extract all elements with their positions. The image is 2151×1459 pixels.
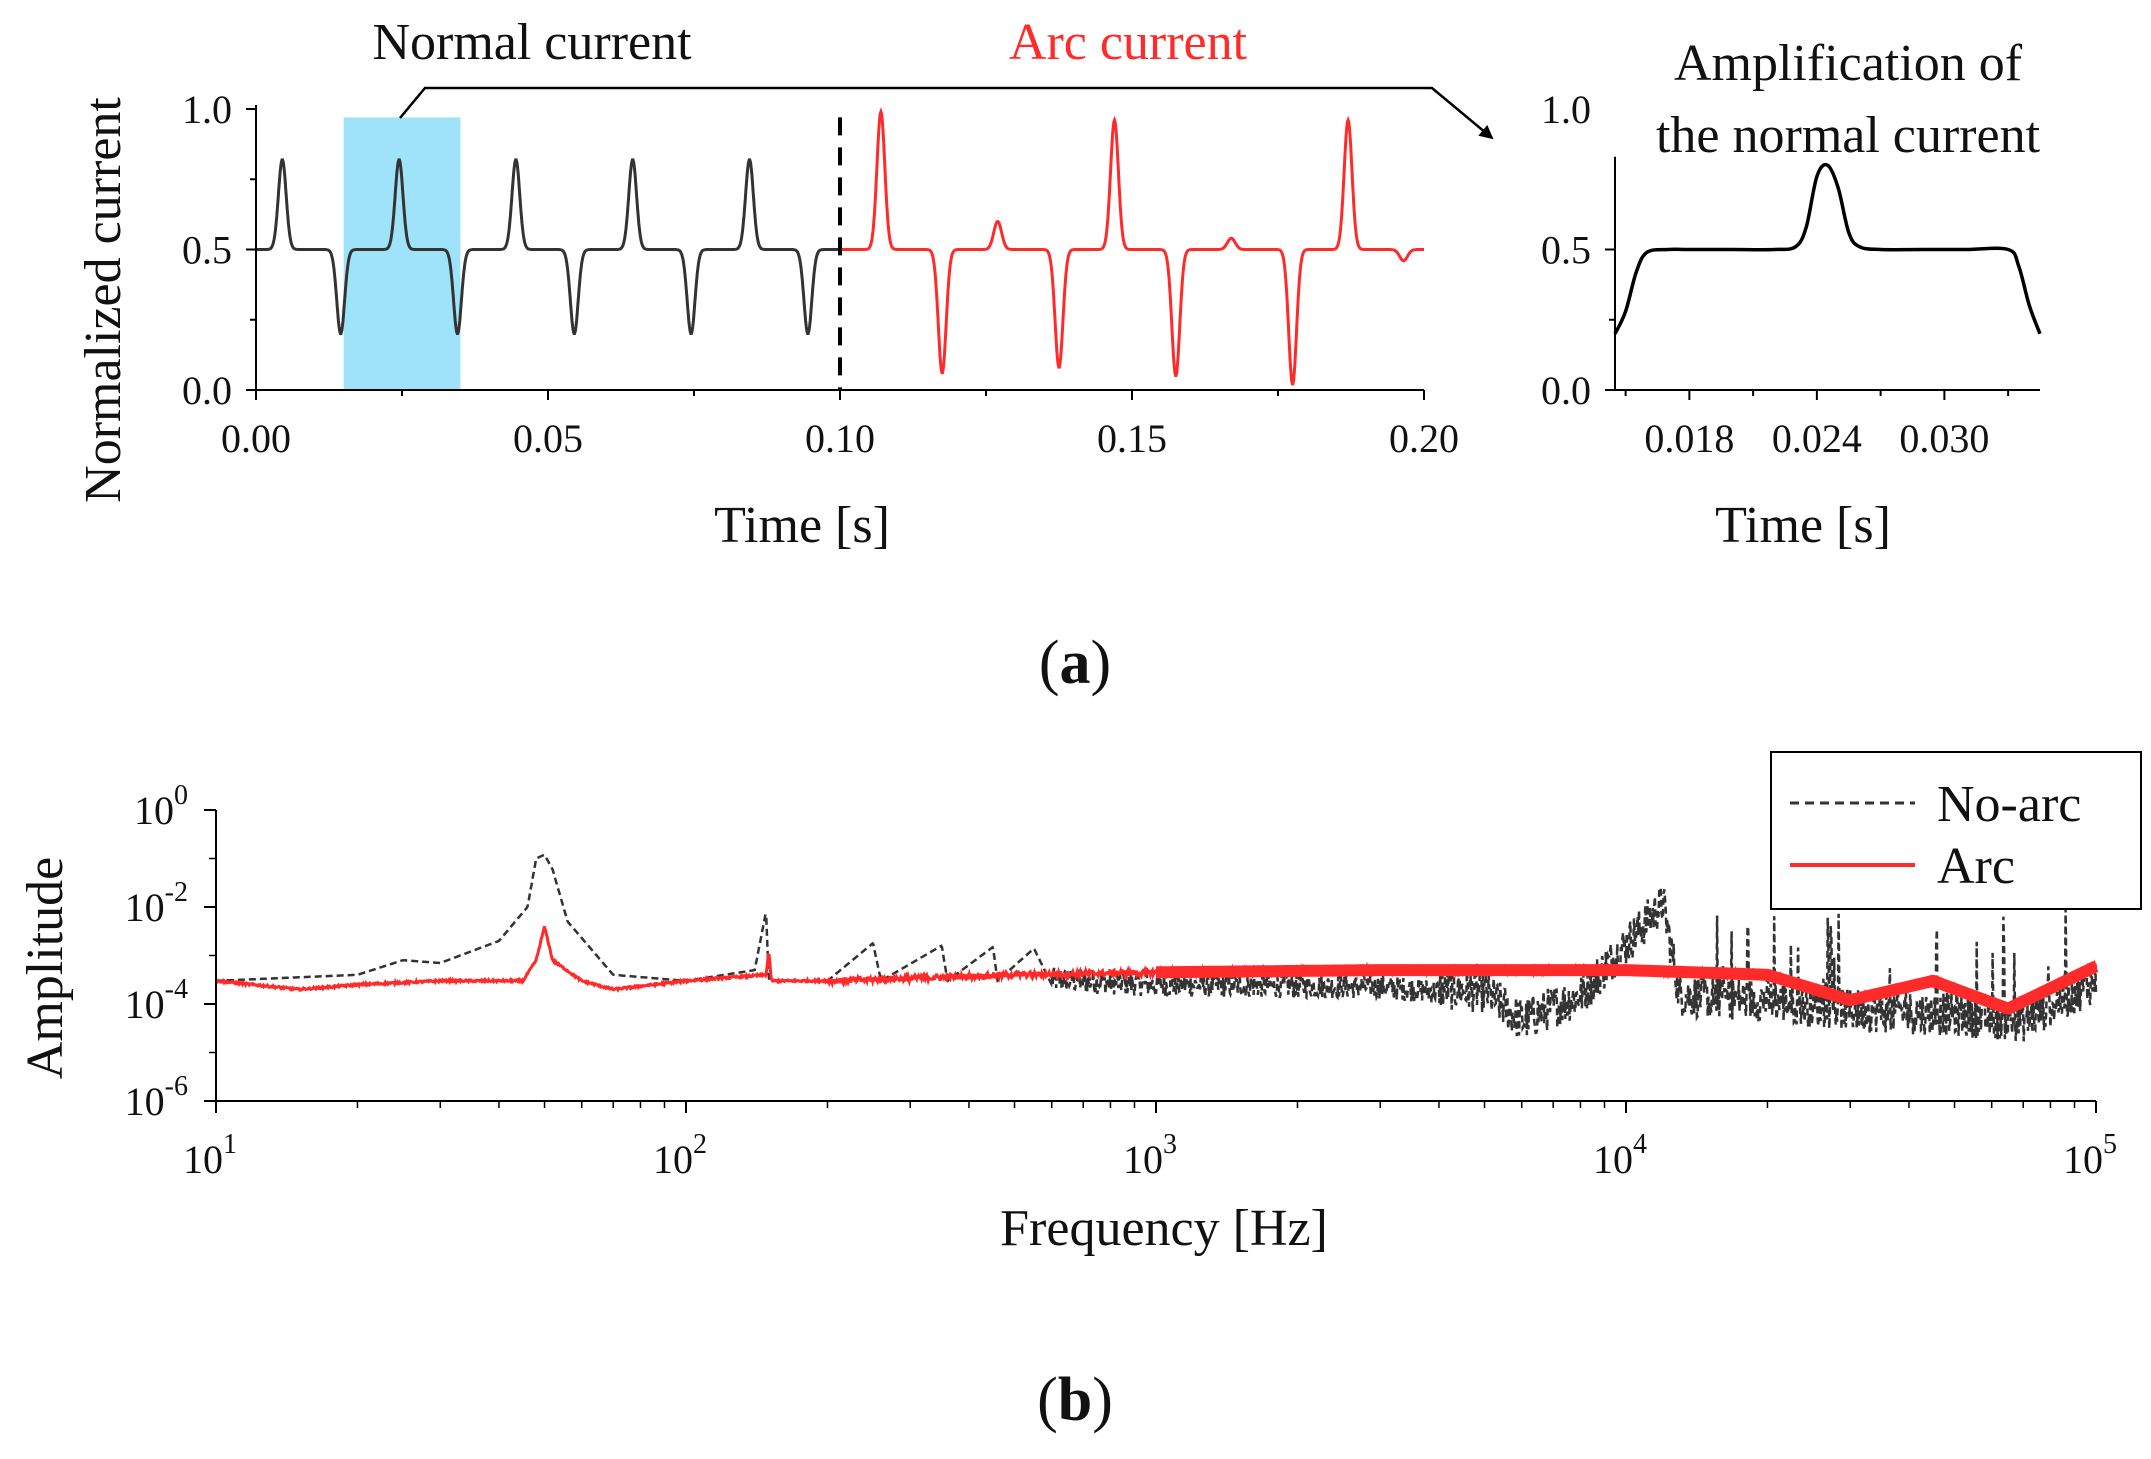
zoom-connector-arrow <box>399 86 1494 140</box>
x-tick-label: 0.018 <box>1644 416 1734 461</box>
inset-title-line2: the normal current <box>1656 107 2041 164</box>
y-tick-label: 10-2 <box>125 877 188 930</box>
x-tick-label: 102 <box>653 1129 707 1182</box>
x-tick-label: 103 <box>1123 1129 1177 1182</box>
y-tick-label: 100 <box>134 780 188 833</box>
arc-current-line <box>840 107 1424 386</box>
legend-label-no-arc: No-arc <box>1937 776 2081 833</box>
y-tick-label: 10-6 <box>125 1071 188 1124</box>
x-tick-label: 0.15 <box>1097 416 1167 461</box>
inset-x-axis-label: Time [s] <box>1715 497 1891 554</box>
highlight-region <box>343 117 461 391</box>
panel-b-spectrum-plot: 101 102 103 104 105 100 10-2 10-4 10-6 Frequency… <box>17 751 2142 1257</box>
arc-line-band <box>1151 960 2101 1015</box>
axes: 0.00 0.05 0.10 0.15 0.20 0.0 0.5 1.0 <box>182 87 1459 461</box>
x-tick-label: 0.00 <box>221 416 291 461</box>
y-tick-label: 0.0 <box>182 368 232 413</box>
y-tick-label: 1.0 <box>1541 87 1591 132</box>
y-axis-label: Normalized current <box>75 97 132 503</box>
inset-axes: 0.018 0.024 0.030 0.0 0.5 1.0 <box>1541 87 2040 461</box>
normal-current-line <box>256 158 840 335</box>
current-series <box>256 107 1424 386</box>
inset-series <box>1613 162 2042 335</box>
panel-a-label: (a) <box>1039 629 1111 697</box>
legend: No-arc Arc <box>1770 751 2142 910</box>
panel-a-main-plot: 0.00 0.05 0.10 0.15 0.20 0.0 0.5 1.0 Normal cur… <box>75 14 1459 554</box>
y-tick-label: 0.5 <box>182 228 232 273</box>
y-axis-label: Amplitude <box>17 857 74 1079</box>
y-tick-label: 10-4 <box>125 974 188 1027</box>
y-tick-label: 0.5 <box>1541 228 1591 273</box>
spectrum-series <box>215 853 2101 1042</box>
legend-box <box>1770 751 2142 910</box>
x-axis-label: Time [s] <box>714 497 890 554</box>
x-tick-label: 0.10 <box>805 416 875 461</box>
no-arc-line <box>215 853 2098 1042</box>
inset-title-line1: Amplification of <box>1674 35 2023 92</box>
legend-label-arc: Arc <box>1937 838 2015 895</box>
x-tick-label: 104 <box>1593 1129 1647 1182</box>
y-tick-label: 1.0 <box>182 87 232 132</box>
arc-current-label: Arc current <box>1009 14 1248 71</box>
spectrum-axes: 101 102 103 104 105 100 10-2 10-4 10-6 <box>125 780 2117 1182</box>
x-tick-label: 0.05 <box>513 416 583 461</box>
normal-current-label: Normal current <box>372 14 692 71</box>
x-tick-label: 0.20 <box>1389 416 1459 461</box>
y-tick-label: 0.0 <box>1541 368 1591 413</box>
panel-b-label: (b) <box>1037 1366 1113 1434</box>
x-tick-label: 101 <box>183 1129 237 1182</box>
inset-current-line <box>1613 162 2042 335</box>
x-axis-label: Frequency [Hz] <box>1000 1200 1328 1257</box>
x-tick-label: 0.030 <box>1899 416 1989 461</box>
x-tick-label: 0.024 <box>1772 416 1862 461</box>
x-tick-label: 105 <box>2063 1129 2117 1182</box>
panel-a-inset-plot: 0.018 0.024 0.030 0.0 0.5 1.0 Amplification o… <box>1541 35 2042 554</box>
